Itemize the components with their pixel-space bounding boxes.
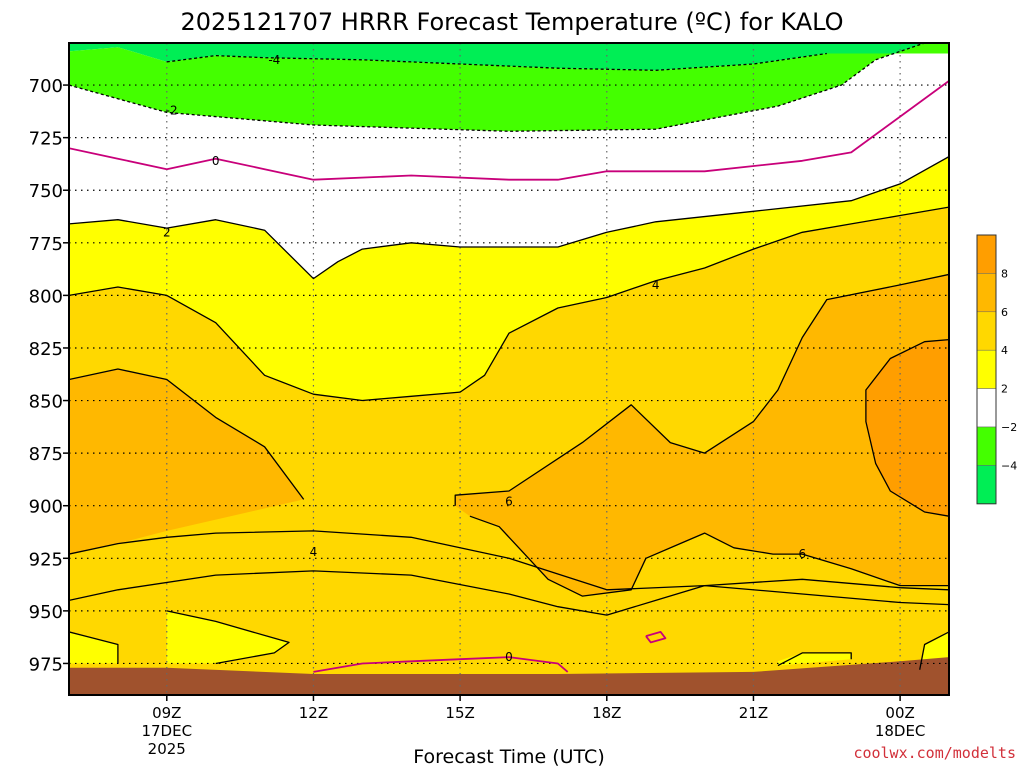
x-tick-label-18Z: 18Z — [592, 704, 621, 722]
contour-0-2 — [69, 80, 949, 181]
y-tick-label-850: 850 — [29, 392, 63, 413]
contour-4-9 — [69, 530, 949, 591]
fill-region-8-6 — [865, 339, 949, 517]
chart-title: 2025121707 HRRR Forecast Temperature (ºC… — [180, 8, 843, 36]
filled-temperature-regions — [69, 43, 949, 695]
colorbar-label-4: −2 — [1001, 421, 1017, 434]
colorbar-bin-0 — [976, 234, 997, 274]
contour-label-6-6: 6 — [505, 495, 513, 509]
ground-polygon — [69, 657, 949, 695]
y-tick-label-750: 750 — [29, 181, 63, 202]
y-tick-label-825: 825 — [29, 339, 63, 360]
fill-region-4-3 — [69, 207, 949, 695]
colorbar-label-3: 2 — [1001, 383, 1008, 396]
x-tick-date-09Z: 17DEC — [141, 722, 192, 740]
contour-lines — [69, 43, 949, 673]
fill-region-6-5 — [455, 274, 949, 597]
contour-6-7 — [469, 515, 949, 597]
contour-2-13 — [777, 652, 852, 667]
fill-region-2-8 — [166, 610, 289, 664]
colorbar-bin-5 — [976, 426, 997, 466]
contour-label-4-9: 4 — [310, 545, 318, 559]
contour-label-0-2: 0 — [212, 154, 220, 168]
x-tick-label-21Z: 21Z — [739, 704, 768, 722]
colorbar-label-1: 6 — [1001, 306, 1008, 319]
contour--4-0 — [166, 52, 827, 71]
fill-region--4-0 — [69, 43, 949, 71]
contour-label-6-7: 6 — [799, 547, 807, 561]
x-axis-label: Forecast Time (UTC) — [413, 746, 604, 768]
contour-0-16 — [645, 631, 667, 644]
x-tick-date-00Z: 18DEC — [875, 722, 926, 740]
y-tick-label-700: 700 — [29, 76, 63, 97]
contour-label-4-4: 4 — [652, 278, 660, 292]
fill-region-2-7 — [69, 631, 118, 664]
credit-text[interactable]: coolwx.com/modelts — [853, 744, 1016, 762]
y-tick-label-900: 900 — [29, 497, 63, 518]
y-tick-label-950: 950 — [29, 602, 63, 623]
y-tick-label-925: 925 — [29, 549, 63, 570]
colorbar-bin-1 — [976, 273, 997, 313]
x-tick-label-15Z: 15Z — [445, 704, 474, 722]
contour-label--2-1: -2 — [166, 103, 178, 117]
contour-0-15 — [313, 656, 569, 673]
fill-region--2-1 — [69, 43, 949, 132]
colorbar-label-2: 4 — [1001, 344, 1008, 357]
contour-6-6 — [454, 273, 949, 506]
contour-6-5 — [69, 368, 305, 500]
colorbar-bin-2 — [976, 311, 997, 351]
contour-2-12 — [166, 610, 290, 665]
grid-lines — [69, 43, 949, 695]
contour-label-2-3: 2 — [163, 225, 171, 239]
contour--2-1 — [69, 43, 925, 132]
contour-4-4 — [69, 206, 949, 402]
contour-2-14 — [919, 631, 949, 670]
contour-labels: -4 -2 0 2 4 6 6 4 0 — [163, 53, 807, 664]
contour-label--4-0: -4 — [268, 53, 280, 67]
contour-label-0-15: 0 — [505, 650, 513, 664]
colorbar-bin-4 — [976, 388, 997, 428]
x-tick-label-12Z: 12Z — [299, 704, 328, 722]
y-tick-label-875: 875 — [29, 444, 63, 465]
x-tick-label-00Z: 00Z — [885, 704, 914, 722]
y-tick-label-775: 775 — [29, 234, 63, 255]
plot-frame — [68, 42, 950, 696]
x-tick-label-09Z: 09Z — [152, 704, 181, 722]
y-tick-label-975: 975 — [29, 654, 63, 675]
colorbar-label-5: −4 — [1001, 459, 1017, 472]
y-tick-label-725: 725 — [29, 129, 63, 150]
colorbar-bin-6 — [976, 465, 997, 505]
y-axis-ticks: 700 725 750 775 800 825 850 875 900 925 950 975 — [29, 76, 69, 675]
colorbar-label-0: 8 — [1001, 267, 1008, 280]
colorbar-legend: 8 6 4 2 −2 −4 — [976, 234, 1017, 505]
contour-8-8 — [865, 338, 949, 517]
contour-2-11 — [69, 631, 119, 664]
colorbar-bin-3 — [976, 349, 997, 389]
y-tick-label-800: 800 — [29, 286, 63, 307]
colorbar-frame — [976, 234, 997, 505]
ground-terrain — [69, 657, 949, 695]
x-tick-year-09Z: 2025 — [148, 740, 186, 758]
contour-2-10 — [69, 570, 949, 616]
fill-region-6-4 — [69, 369, 304, 555]
contour-2-3 — [69, 156, 949, 280]
